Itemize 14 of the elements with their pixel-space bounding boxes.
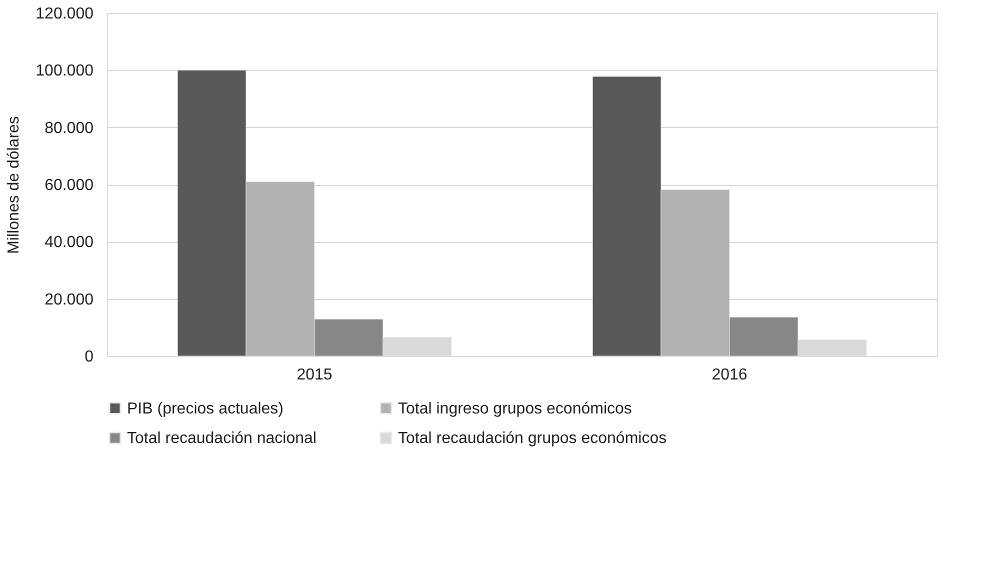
y-axis-title: Millones de dólares xyxy=(6,116,23,254)
x-tick-label: 2015 xyxy=(296,366,332,384)
y-tick-label: 40.000 xyxy=(44,234,94,252)
y-tick-label: 60.000 xyxy=(44,177,94,194)
legend-label: Total recaudación nacional xyxy=(127,430,316,447)
y-tick-label: 0 xyxy=(84,348,94,366)
legend-label: Total recaudación grupos económicos xyxy=(398,430,667,447)
y-tick-label: 120.000 xyxy=(36,6,94,22)
y-tick-label: 100.000 xyxy=(36,62,94,80)
legend-label: PIB (precios actuales) xyxy=(127,400,284,418)
legend-label: Total ingreso grupos económicos xyxy=(398,400,632,418)
y-tick-label: 20.000 xyxy=(44,291,94,308)
y-tick-label: 80.000 xyxy=(44,120,94,137)
x-tick-label: 2016 xyxy=(712,366,748,384)
